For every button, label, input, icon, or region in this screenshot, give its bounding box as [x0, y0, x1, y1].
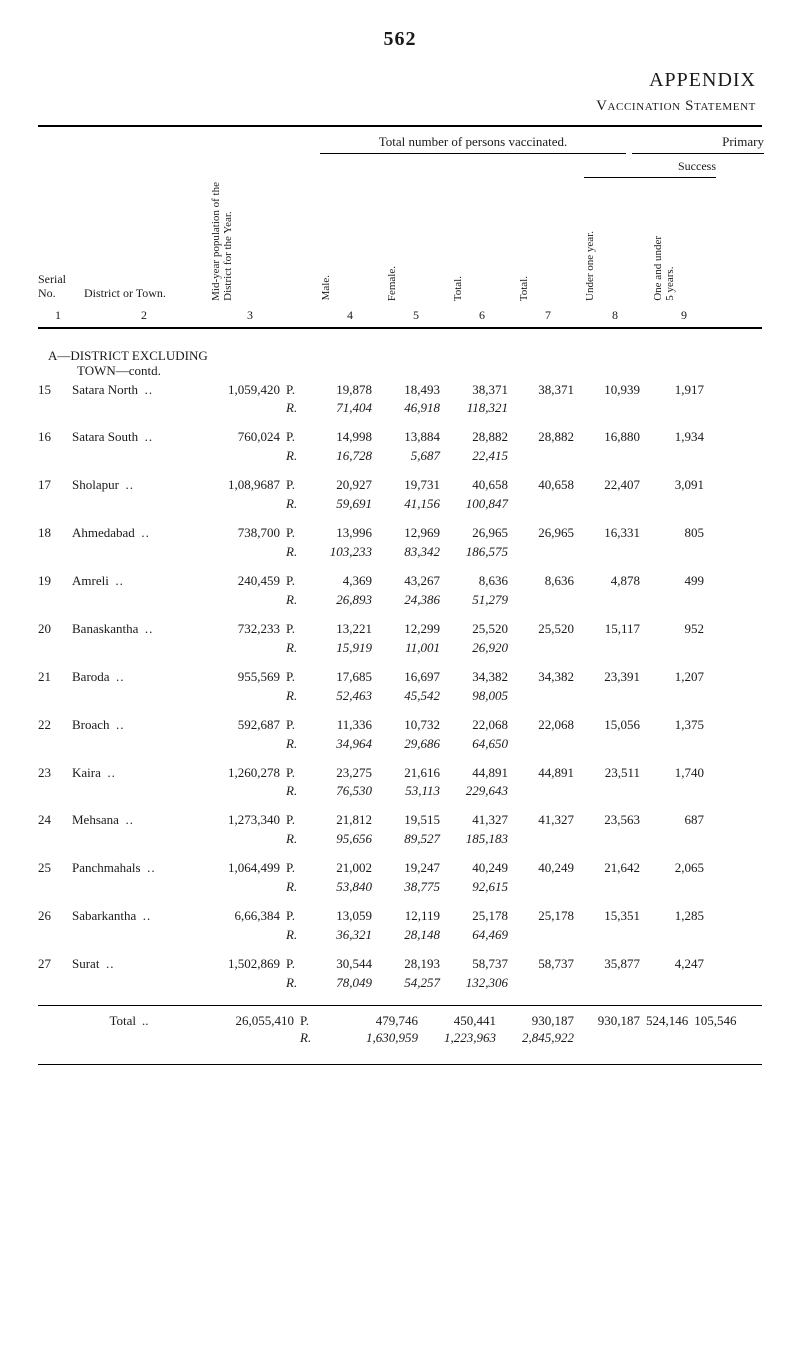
table-row: R.103,23383,342186,575 [38, 545, 762, 560]
vaccination-statement-label: Vaccination Statement [38, 98, 756, 115]
page-number: 562 [38, 28, 762, 51]
table-row: R.36,32128,14864,469 [38, 928, 762, 943]
table-row: R.95,65689,527185,183 [38, 832, 762, 847]
table-row: R.16,7285,68722,415 [38, 449, 762, 464]
table-row: R.52,46345,54298,005 [38, 689, 762, 704]
column-numbers: 1 2 3 4 5 6 7 8 9 [38, 309, 762, 323]
table-row: 20Banaskantha ..732,233P.13,22112,29925,… [38, 622, 762, 637]
table-row: R.34,96429,68664,650 [38, 737, 762, 752]
col-primary: Primary [722, 134, 764, 149]
col-total-2: Total. [518, 276, 578, 301]
table-row: 18Ahmedabad ..738,700P.13,99612,96926,96… [38, 526, 762, 541]
col-district-or-town: District or Town. [84, 287, 204, 301]
table-row: 23Kaira ..1,260,278P.23,27521,61644,8914… [38, 766, 762, 781]
col-total-1: Total. [452, 276, 512, 301]
table-row: R.26,89324,38651,279 [38, 593, 762, 608]
col-under-one-year: Under one year. [584, 231, 646, 301]
col-success: Success [678, 159, 716, 173]
table-header: Total number of persons vaccinated. Prim… [38, 125, 762, 328]
table-row: 17Sholapur ..1,08,9687P.20,92719,73140,6… [38, 478, 762, 493]
section-title: A—DISTRICT EXCLUDING TOWN—contd. [48, 349, 762, 379]
total-row-p: Total .. 26,055,410 P. 479,746 450,441 9… [38, 1014, 762, 1029]
table-row: 24Mehsana ..1,273,340P.21,81219,51541,32… [38, 813, 762, 828]
col-one-and-under-5: One and under 5 years. [652, 236, 716, 301]
col-male: Male. [320, 275, 380, 300]
col-midyear-pop: Mid-year population of the District for … [210, 182, 290, 301]
table-row: R.53,84038,77592,615 [38, 880, 762, 895]
appendix-label: APPENDIX [38, 69, 756, 92]
table-row: R.78,04954,257132,306 [38, 976, 762, 991]
table-row: 16Satara South ..760,024P.14,99813,88428… [38, 430, 762, 445]
table-row: 21Baroda ..955,569P.17,68516,69734,38234… [38, 670, 762, 685]
col-female: Female. [386, 266, 446, 301]
data-rows: 15Satara North ..1,059,420P.19,87818,493… [38, 383, 762, 991]
total-row-r: R. 1,630,959 1,223,963 2,845,922 [38, 1031, 762, 1046]
page: 562 APPENDIX Vaccination Statement Total… [0, 0, 800, 1075]
table-row: R.76,53053,113229,643 [38, 784, 762, 799]
table-row: 22Broach ..592,687P.11,33610,73222,06822… [38, 718, 762, 733]
table-row: 25Panchmahals ..1,064,499P.21,00219,2474… [38, 861, 762, 876]
col-total-vaccinated: Total number of persons vaccinated. [379, 134, 568, 149]
col-serial-no: Serial No. [38, 273, 78, 301]
table-row: 19Amreli ..240,459P.4,36943,2678,6368,63… [38, 574, 762, 589]
table-row: R.15,91911,00126,920 [38, 641, 762, 656]
table-row: 15Satara North ..1,059,420P.19,87818,493… [38, 383, 762, 398]
table-row: R.59,69141,156100,847 [38, 497, 762, 512]
table-row: 27Surat ..1,502,869P.30,54428,19358,7375… [38, 957, 762, 972]
table-row: 26Sabarkantha ..6,66,384P.13,05912,11925… [38, 909, 762, 924]
table-row: R.71,40446,918118,321 [38, 401, 762, 416]
